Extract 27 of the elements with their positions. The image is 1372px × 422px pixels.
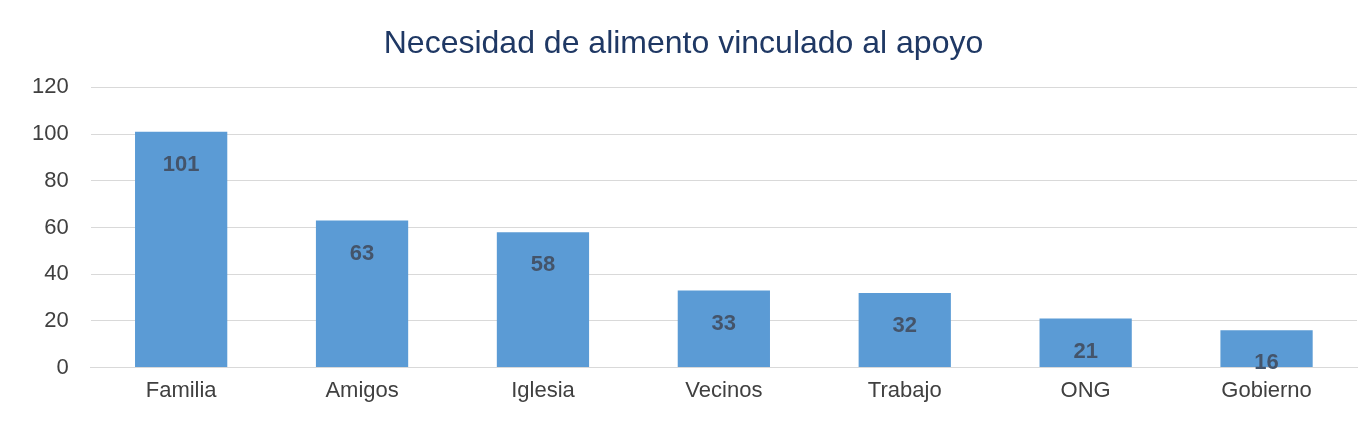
x-tick-label: Vecinos [685,376,763,402]
y-tick-label: 100 [31,120,69,146]
data-label: 101 [162,150,200,176]
bar [496,232,590,368]
x-tick-label: Gobierno [1221,376,1312,402]
y-tick-label: 60 [44,213,69,239]
x-tick-label: Amigos [325,376,399,402]
y-tick-label: 40 [44,260,69,286]
bar [315,220,409,368]
bar [677,290,770,368]
bar [1039,318,1132,368]
data-label: 58 [530,251,556,277]
y-tick-label: 20 [44,306,69,332]
data-label: 21 [1073,337,1098,363]
x-tick-label: Iglesia [511,376,576,402]
y-tick-label: 80 [44,166,69,192]
bar [858,292,951,368]
x-tick-label: Familia [145,376,218,402]
data-label: 63 [349,239,375,265]
x-tick-label: Trabajo [867,376,942,402]
y-tick-label: 120 [31,73,69,99]
bar [135,131,228,368]
data-label: 33 [711,309,737,335]
y-tick-label: 0 [56,353,69,379]
data-label: 32 [892,311,917,337]
x-tick-label: ONG [1060,376,1111,402]
chart-title: Necesidad de alimento vinculado al apoyo [383,24,984,61]
